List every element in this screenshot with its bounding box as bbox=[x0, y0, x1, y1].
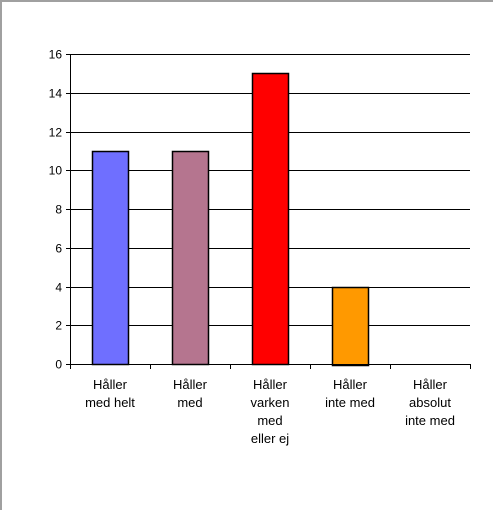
x-category-label: Håller med helt bbox=[85, 377, 135, 410]
y-tick-label: 10 bbox=[49, 164, 63, 178]
y-tick-label: 4 bbox=[55, 281, 62, 295]
y-tick-label: 8 bbox=[55, 203, 62, 217]
x-category-label: Håller inte med bbox=[325, 377, 375, 410]
bars bbox=[91, 72, 370, 367]
bar bbox=[331, 286, 370, 367]
y-tick-label: 2 bbox=[55, 319, 62, 333]
y-tick-label: 12 bbox=[49, 126, 63, 140]
bar bbox=[171, 150, 210, 366]
y-tick-labels: 0 2 4 6 8 10 12 14 16 bbox=[49, 48, 63, 372]
y-tick-label: 6 bbox=[55, 242, 62, 256]
axes bbox=[66, 54, 471, 369]
bar bbox=[251, 72, 290, 366]
x-category-label: Håller absolut inte med bbox=[405, 377, 455, 428]
y-tick-label: 16 bbox=[49, 48, 63, 62]
y-tick-label: 0 bbox=[55, 358, 62, 372]
y-tick-label: 14 bbox=[49, 87, 63, 101]
x-category-labels: Håller med helt Håller med Håller varken med el… bbox=[85, 377, 455, 446]
bar bbox=[91, 150, 130, 366]
x-category-label: Håller med bbox=[173, 377, 208, 410]
x-category-label: Håller varken med eller ej bbox=[250, 377, 289, 446]
